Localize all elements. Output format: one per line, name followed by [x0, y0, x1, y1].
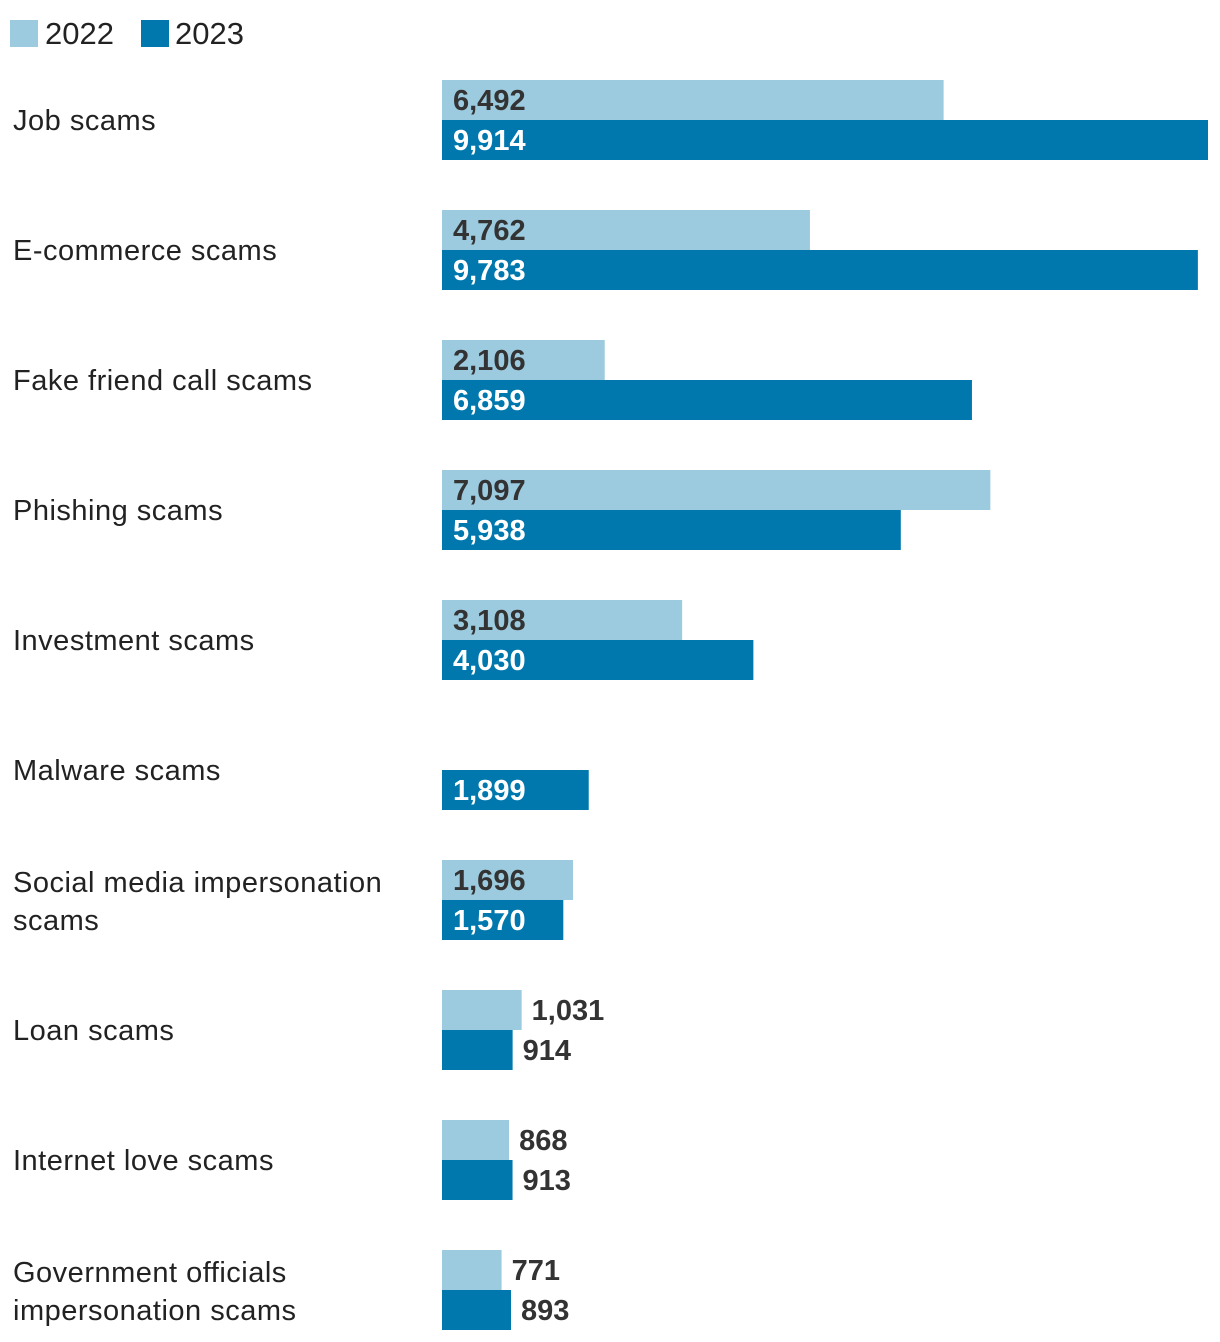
value-label: 893 — [521, 1295, 569, 1327]
category-group: Social media impersonation scams 1,696 1,57… — [13, 860, 574, 940]
category-group: E-commerce scams 4,762 9,783 — [13, 210, 1198, 290]
bar-2023 — [442, 1030, 513, 1070]
plot-area: Job scams 6,492 9,914 E-commerce scams 4,762… — [13, 80, 1208, 1330]
bar-2023 — [442, 640, 754, 680]
bar-2022 — [442, 210, 810, 250]
category-group: Phishing scams 7,097 5,938 — [13, 470, 991, 550]
bar-2023 — [442, 380, 972, 420]
category-label: Job scams — [13, 105, 156, 137]
category-label: Phishing scams — [13, 495, 223, 527]
bar-2022 — [442, 340, 605, 380]
bar-2023 — [442, 770, 589, 810]
value-label: 6,859 — [453, 385, 526, 417]
legend-label-2022: 2022 — [45, 16, 114, 51]
legend-swatch-2022 — [10, 20, 38, 47]
bar-2023 — [442, 1290, 511, 1330]
category-label: Government officials impersonation scams — [13, 1257, 297, 1327]
legend: 2022 2023 — [10, 16, 244, 51]
category-group: Government officials impersonation scams 7… — [13, 1250, 569, 1330]
value-label: 7,097 — [453, 475, 526, 507]
value-label: 868 — [519, 1125, 567, 1157]
bar-2023 — [442, 250, 1198, 290]
category-group: Malware scams 1,899 — [13, 755, 589, 810]
bar-2022 — [442, 990, 522, 1030]
value-label: 1,031 — [532, 995, 605, 1027]
bar-2023 — [442, 900, 564, 940]
bar-2022 — [442, 600, 683, 640]
legend-swatch-2023 — [141, 20, 169, 47]
value-label: 1,899 — [453, 775, 526, 807]
bar-2022 — [442, 1120, 510, 1160]
category-group: Job scams 6,492 9,914 — [13, 80, 1208, 160]
bar-2022 — [442, 1250, 502, 1290]
category-label: Internet love scams — [13, 1145, 274, 1177]
value-label: 9,783 — [453, 255, 526, 287]
value-label: 5,938 — [453, 515, 526, 547]
value-label: 3,108 — [453, 605, 526, 637]
bar-2023 — [442, 1160, 513, 1200]
category-group: Investment scams 3,108 4,030 — [13, 600, 754, 680]
value-label: 771 — [512, 1255, 560, 1287]
value-label: 2,106 — [453, 345, 526, 377]
category-label: Social media impersonation scams — [13, 867, 382, 937]
category-group: Loan scams 1,031 914 — [13, 990, 604, 1070]
value-label: 6,492 — [453, 85, 526, 117]
value-label: 9,914 — [453, 125, 526, 157]
bar-2023 — [442, 510, 901, 550]
bar-2022 — [442, 860, 574, 900]
category-group: Internet love scams 868 913 — [13, 1120, 571, 1200]
category-label: Loan scams — [13, 1015, 174, 1047]
legend-label-2023: 2023 — [175, 16, 244, 51]
bar-2023 — [442, 120, 1208, 160]
category-label: Investment scams — [13, 625, 255, 657]
category-label: E-commerce scams — [13, 235, 277, 267]
value-label: 1,570 — [453, 905, 526, 937]
category-label: Malware scams — [13, 755, 221, 787]
bar-2022 — [442, 470, 991, 510]
category-group: Fake friend call scams 2,106 6,859 — [13, 340, 972, 420]
category-label: Fake friend call scams — [13, 365, 313, 397]
bar-2022 — [442, 80, 944, 120]
value-label: 913 — [523, 1165, 571, 1197]
value-label: 4,030 — [453, 645, 526, 677]
value-label: 4,762 — [453, 215, 526, 247]
value-label: 914 — [523, 1035, 571, 1067]
value-label: 1,696 — [453, 865, 526, 897]
